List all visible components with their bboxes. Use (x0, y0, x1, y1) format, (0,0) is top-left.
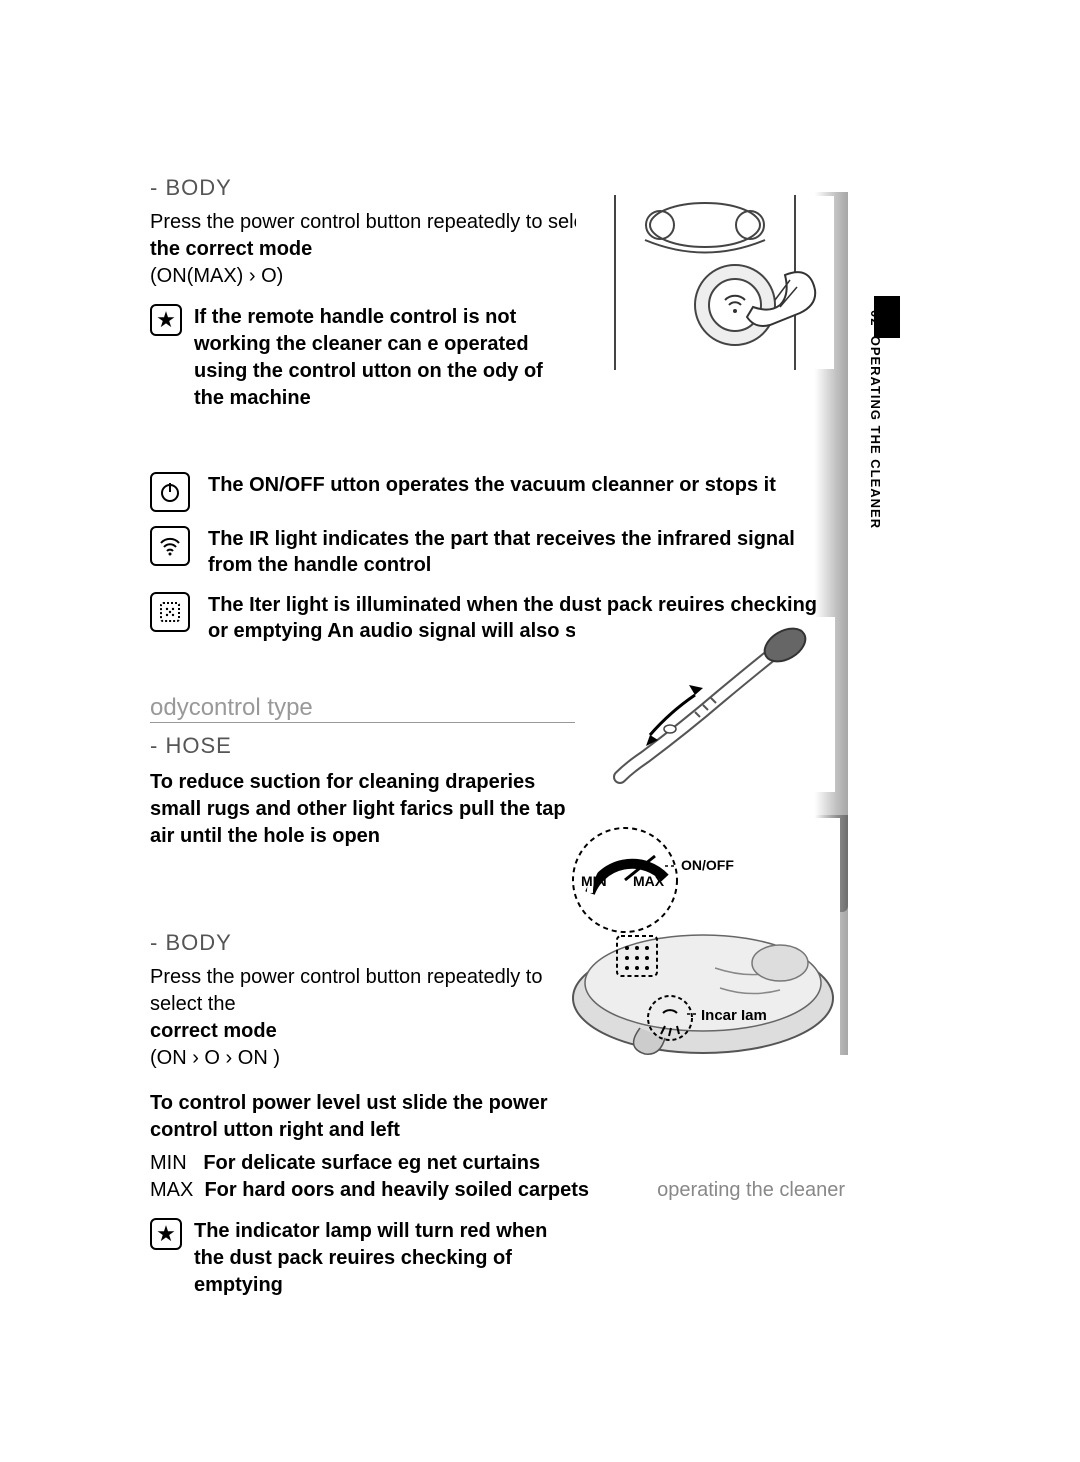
section2-star-text: The indicator lamp will turn red when th… (194, 1218, 564, 1299)
min-prefix: MIN (150, 1152, 187, 1174)
row-ir: The IR light indicates the part that rec… (150, 526, 840, 578)
side-tab-text: 02 OPERATING THE CLEANER (868, 310, 883, 529)
hose-text: To reduce suction for cleaning draperies… (150, 769, 570, 850)
min-rest: For delicate surface eg net curtains (203, 1152, 540, 1174)
diagram-min-label: MIN (581, 873, 607, 889)
star-icon: ★ (150, 304, 182, 336)
footer-text: operating the cleaner (0, 1179, 1080, 1202)
star-icon: ★ (150, 1218, 182, 1250)
section1-star-text: If the remote handle control is not work… (194, 304, 544, 412)
row-ir-text: The IR light indicates the part that rec… (208, 526, 818, 578)
min-line: MIN For delicate surface eg net curtains (150, 1150, 840, 1177)
side-tab-label: OPERATING THE CLEANER (868, 336, 883, 529)
figure-hose-illustration (575, 617, 835, 792)
figure-body-control-diagram: ON/OFF MIN MAX Incar Iam (565, 818, 840, 1058)
diagram-onoff-label: ON/OFF (681, 857, 734, 873)
filter-icon (150, 592, 190, 632)
figure-body-illustration (575, 195, 835, 370)
diagram-lamp-label: Incar Iam (701, 1007, 767, 1024)
power-icon (150, 472, 190, 512)
body2-intro1: Press the power control button repeatedl… (150, 964, 570, 1018)
signal-icon (150, 526, 190, 566)
diagram-max-label: MAX (633, 873, 665, 889)
row-power-text: The ON/OFF utton operates the vacuum cle… (208, 472, 818, 498)
slide-text: To control power level ust slide the pow… (150, 1090, 550, 1144)
row-power: The ON/OFF utton operates the vacuum cle… (150, 472, 840, 512)
side-tab-number: 02 (868, 310, 883, 326)
section2-star-note: ★ The indicator lamp will turn red when … (150, 1218, 840, 1299)
